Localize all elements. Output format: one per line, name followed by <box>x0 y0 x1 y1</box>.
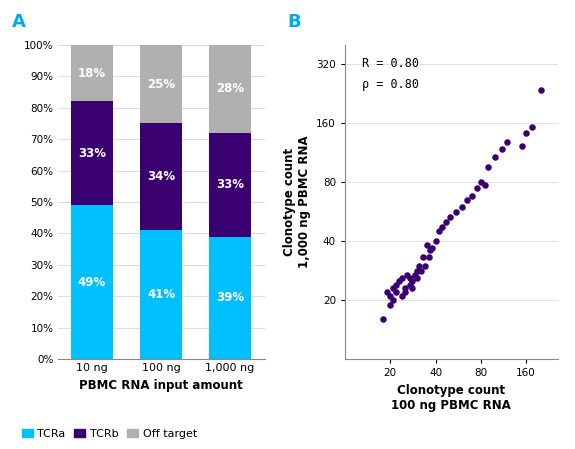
Bar <box>71 101 113 205</box>
Bar <box>71 205 113 359</box>
Point <box>426 247 435 254</box>
Bar <box>209 133 251 237</box>
Text: 18%: 18% <box>78 67 106 79</box>
Text: 34%: 34% <box>147 171 175 183</box>
Bar <box>209 237 251 359</box>
Point <box>422 242 431 249</box>
Point <box>463 196 472 203</box>
Point <box>536 87 545 94</box>
Point <box>446 214 455 221</box>
Point <box>379 316 388 323</box>
X-axis label: PBMC RNA input amount: PBMC RNA input amount <box>79 379 243 392</box>
Point <box>431 238 440 245</box>
Point <box>452 209 461 216</box>
Text: 39%: 39% <box>216 291 244 304</box>
Bar <box>140 45 182 123</box>
Point <box>497 145 506 153</box>
Point <box>403 271 412 278</box>
Text: R = 0.80
ρ = 0.80: R = 0.80 ρ = 0.80 <box>362 57 419 92</box>
Point <box>420 262 430 269</box>
Point <box>472 184 481 191</box>
Point <box>484 164 493 171</box>
Point <box>408 285 417 292</box>
Point <box>412 268 421 275</box>
Point <box>386 301 395 308</box>
Text: 49%: 49% <box>78 276 106 289</box>
Point <box>490 154 500 161</box>
Point <box>410 271 419 278</box>
Point <box>412 274 421 282</box>
Point <box>442 219 451 226</box>
Point <box>434 228 443 235</box>
Point <box>389 285 398 292</box>
Point <box>392 288 401 295</box>
Legend: TCRa, TCRb, Off target: TCRa, TCRb, Off target <box>17 425 201 444</box>
Point <box>419 254 428 261</box>
Point <box>400 288 409 295</box>
Point <box>405 281 415 288</box>
Y-axis label: Clonotype count
1,000 ng PBMC RNA: Clonotype count 1,000 ng PBMC RNA <box>283 136 310 269</box>
Point <box>457 203 466 210</box>
Point <box>389 296 398 304</box>
Point <box>397 292 407 299</box>
Point <box>522 130 531 137</box>
Bar <box>209 45 251 133</box>
Point <box>408 277 417 285</box>
Point <box>527 124 536 131</box>
Text: B: B <box>288 13 301 31</box>
Text: 33%: 33% <box>78 147 106 160</box>
Text: A: A <box>12 13 25 31</box>
Point <box>386 292 395 299</box>
Point <box>395 277 404 285</box>
Point <box>480 182 489 189</box>
Point <box>400 285 409 292</box>
X-axis label: Clonotype count
100 ng PBMC RNA: Clonotype count 100 ng PBMC RNA <box>392 384 511 412</box>
Point <box>416 268 426 275</box>
Bar <box>140 230 182 359</box>
Point <box>518 142 527 150</box>
Point <box>503 138 512 145</box>
Point <box>428 244 437 251</box>
Point <box>405 274 415 282</box>
Point <box>414 262 423 269</box>
Text: 25%: 25% <box>147 78 175 91</box>
Point <box>424 254 433 261</box>
Point <box>437 224 446 231</box>
Bar <box>140 123 182 230</box>
Point <box>467 192 477 199</box>
Point <box>382 288 392 295</box>
Point <box>397 274 407 282</box>
Text: 28%: 28% <box>216 83 244 95</box>
Point <box>392 281 401 288</box>
Point <box>476 178 485 185</box>
Text: 41%: 41% <box>147 288 175 301</box>
Bar <box>71 45 113 101</box>
Text: 33%: 33% <box>216 178 244 191</box>
